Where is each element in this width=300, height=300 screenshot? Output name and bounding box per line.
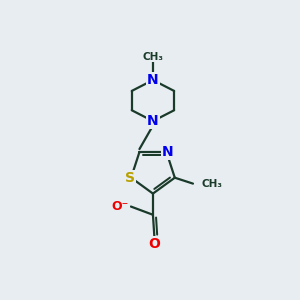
Text: S: S	[124, 171, 135, 185]
Text: O: O	[148, 237, 160, 250]
Text: N: N	[147, 73, 159, 87]
Text: O⁻: O⁻	[111, 200, 128, 213]
Text: N: N	[162, 145, 174, 159]
Text: CH₃: CH₃	[142, 52, 164, 61]
Text: CH₃: CH₃	[201, 178, 222, 189]
Text: N: N	[147, 114, 159, 128]
